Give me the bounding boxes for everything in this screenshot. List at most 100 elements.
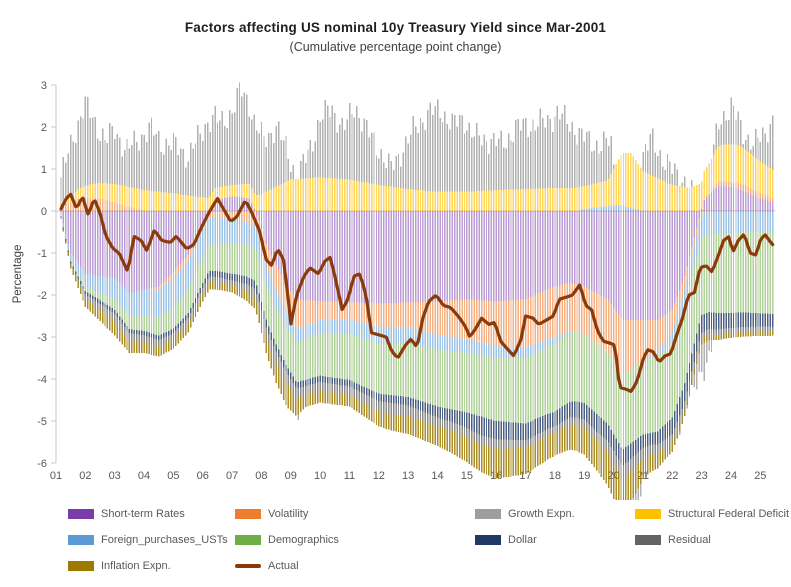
bar-segment: [434, 405, 436, 417]
bar-segment: [598, 207, 600, 211]
y-axis-tick-label: 0: [41, 206, 47, 218]
bar-segment: [128, 329, 131, 334]
bar-segment: [136, 211, 138, 292]
bar-segment: [82, 286, 84, 290]
bar-segment: [275, 264, 277, 290]
bar-segment: [361, 211, 363, 303]
bar-segment: [402, 188, 405, 211]
chart-subtitle: (Cumulative percentage point change): [289, 40, 502, 54]
bar-segment: [564, 336, 566, 406]
bar-segment: [295, 179, 297, 211]
bar-segment: [652, 357, 654, 433]
bar-segment: [595, 431, 598, 440]
bar-segment: [723, 312, 725, 329]
bar-segment: [290, 171, 292, 180]
bar-segment: [666, 437, 669, 447]
legend-item-structural-federal-deficit: Structural Federal Deficit: [635, 506, 789, 522]
bar-segment: [265, 264, 268, 285]
bar-segment: [162, 313, 165, 334]
bar-segment: [312, 322, 314, 336]
bar-segment: [67, 203, 70, 211]
bar-segment: [336, 384, 339, 393]
bar-segment: [270, 332, 273, 341]
bar-segment: [387, 186, 390, 211]
bar-segment: [620, 155, 622, 206]
bar-segment: [214, 276, 216, 282]
short-term-rates-swatch: [68, 509, 94, 519]
bar-segment: [383, 185, 385, 211]
bar-segment: [740, 189, 742, 211]
bar-segment: [431, 404, 434, 416]
bar-segment: [647, 358, 649, 434]
bar-segment: [568, 131, 571, 188]
bar-segment: [199, 298, 202, 307]
bar-segment: [346, 119, 348, 180]
bar-segment: [158, 211, 160, 287]
bar-segment: [334, 178, 336, 211]
x-axis-tick-label: 18: [549, 470, 561, 482]
bar-segment: [414, 329, 417, 345]
bar-segment: [427, 347, 429, 404]
bar-segment: [578, 187, 581, 211]
bar-segment: [346, 319, 348, 334]
bar-segment: [573, 187, 576, 211]
bar-segment: [647, 433, 649, 446]
bar-segment: [221, 186, 224, 199]
bar-segment: [669, 444, 671, 455]
bar-segment: [593, 150, 595, 184]
bar-segment: [275, 351, 277, 365]
bar-segment: [461, 338, 463, 353]
foreign-purchases-usts-swatch: [68, 535, 94, 545]
bar-segment: [759, 331, 762, 337]
bar-segment: [546, 339, 549, 347]
bar-segment: [302, 380, 304, 387]
bar-segment: [478, 211, 480, 301]
bar-segment: [649, 358, 652, 433]
bar-segment: [412, 328, 414, 345]
bar-segment: [441, 407, 444, 420]
bar-segment: [419, 420, 422, 439]
bar-segment: [317, 177, 319, 211]
bar-segment: [238, 197, 241, 211]
bar-segment: [718, 146, 720, 182]
bar-segment: [666, 211, 669, 314]
bar-segment: [586, 211, 588, 288]
bar-segment: [258, 237, 260, 260]
bar-segment: [745, 211, 747, 232]
bar-segment: [679, 306, 681, 321]
bar-segment: [111, 298, 114, 309]
bar-segment: [72, 269, 74, 275]
bar-segment: [204, 224, 207, 252]
bar-segment: [109, 297, 111, 307]
bar-segment: [600, 206, 603, 211]
bar-segment: [485, 356, 488, 419]
bar-segment: [713, 144, 715, 155]
bar-segment: [292, 376, 295, 383]
bar-segment: [180, 148, 182, 195]
bar-segment: [764, 326, 767, 332]
bar-segment: [221, 272, 224, 279]
bar-segment: [520, 423, 522, 441]
bar-segment: [138, 189, 140, 210]
bar-segment: [759, 326, 762, 332]
bar-segment: [233, 196, 236, 211]
bar-segment: [339, 378, 341, 385]
bar-segment: [529, 131, 532, 189]
bar-segment: [280, 184, 282, 211]
bar-segment: [341, 319, 343, 334]
bar-segment: [248, 245, 251, 278]
bar-segment: [307, 385, 309, 394]
bar-segment: [118, 204, 121, 211]
bar-segment: [290, 179, 292, 211]
bar-segment: [348, 333, 351, 381]
bar-segment: [260, 194, 263, 211]
bar-segment: [669, 436, 671, 445]
bar-segment: [126, 186, 128, 207]
bar-segment: [277, 211, 280, 270]
bar-segment: [659, 452, 661, 466]
bar-segment: [505, 439, 507, 449]
bar-segment: [603, 447, 605, 481]
bar-segment: [463, 133, 466, 192]
bar-segment: [529, 188, 532, 211]
bar-segment: [532, 420, 534, 437]
